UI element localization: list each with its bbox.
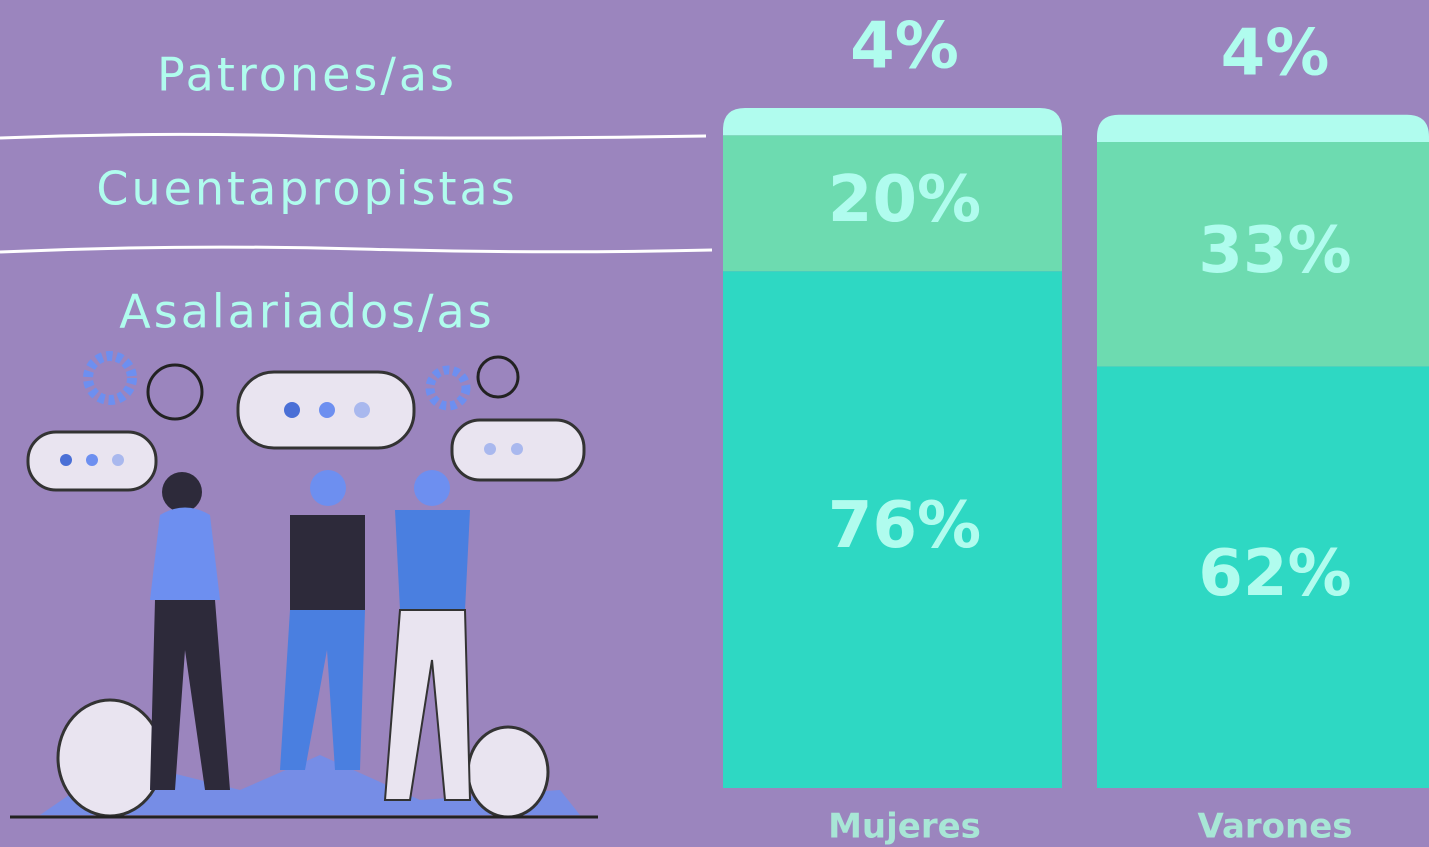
legend-label: Cuentapropistas — [96, 162, 517, 216]
bar-segment — [723, 135, 1062, 272]
bar-segment — [723, 271, 1062, 788]
x-tick-label: Varones — [1197, 807, 1352, 847]
value-label: 4% — [1221, 16, 1330, 90]
value-label: 20% — [828, 163, 981, 237]
bar-segment — [1097, 114, 1429, 142]
bar-segment — [1097, 366, 1429, 788]
bar-segment — [723, 108, 1062, 136]
legend-label: Patrones/as — [157, 48, 457, 102]
legend-label: Asalariados/as — [119, 285, 494, 339]
divider — [0, 132, 707, 140]
value-label: 76% — [828, 489, 981, 563]
value-label: 33% — [1198, 214, 1351, 288]
x-tick-label: Mujeres — [828, 807, 981, 847]
value-label: 62% — [1198, 537, 1351, 611]
divider — [0, 245, 713, 254]
value-label: 4% — [850, 10, 959, 84]
bar-segment — [1097, 142, 1429, 367]
illustration — [10, 351, 598, 819]
